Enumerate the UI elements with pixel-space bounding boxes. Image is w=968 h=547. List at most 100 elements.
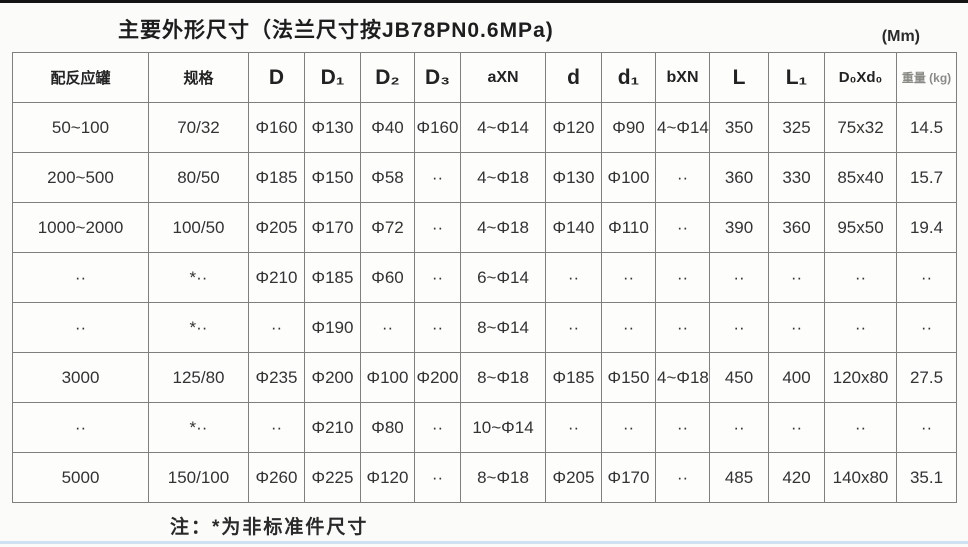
table-cell: ··: [414, 252, 461, 303]
table-cell: Φ58: [360, 152, 415, 203]
table-cell: 350: [709, 102, 769, 153]
table-cell: 360: [768, 202, 825, 253]
table-cell: Φ210: [304, 402, 361, 453]
unit-label: (Mm): [881, 28, 920, 45]
header-cell: D: [248, 52, 305, 103]
table-row: ·· *·· Φ210 Φ185 Φ60 ·· 6~Φ14 ·· ·· ·· ·· ·· ·· ··: [12, 252, 957, 303]
table-row: 50~100 70/32 Φ160 Φ130 Φ40 Φ160 4~Φ14 Φ120 Φ90 4~…: [12, 102, 957, 153]
table-cell: 4~Φ18: [460, 202, 546, 253]
table-cell: ··: [709, 402, 769, 453]
header-row: 配反应罐 规格 D D₁ D₂ D₃ aXN d d₁ bXN L L₁ D₀Xd₀ 重量 (kg): [12, 52, 957, 103]
table-cell: 100/50: [148, 202, 249, 253]
header-cell: 重量 (kg): [896, 52, 957, 103]
table-cell: 10~Φ14: [460, 402, 546, 453]
table-cell: 50~100: [12, 102, 149, 153]
table-cell: 75x32: [824, 102, 897, 153]
table-cell: Φ100: [601, 152, 656, 203]
header-cell: L₁: [768, 52, 825, 103]
table-cell: ··: [896, 402, 957, 453]
table-cell: Φ150: [601, 352, 656, 403]
header-cell: D₃: [414, 52, 461, 103]
table-cell: 4~Φ14: [655, 102, 710, 153]
table-cell: Φ190: [304, 302, 361, 353]
table-cell: 1000~2000: [12, 202, 149, 253]
table-cell: 27.5: [896, 352, 957, 403]
table-cell: 80/50: [148, 152, 249, 203]
table-cell: Φ170: [304, 202, 361, 253]
table-cell: ··: [655, 202, 710, 253]
table-cell: Φ90: [601, 102, 656, 153]
table-cell: ··: [360, 302, 415, 353]
table-cell: ··: [414, 152, 461, 203]
table-cell: Φ72: [360, 202, 415, 253]
table-cell: ··: [12, 302, 149, 353]
table-cell: Φ160: [414, 102, 461, 153]
table-cell: ··: [768, 252, 825, 303]
dimension-table: 配反应罐 规格 D D₁ D₂ D₃ aXN d d₁ bXN L L₁ D₀Xd₀ 重量 (kg) 50…: [12, 52, 957, 503]
table-cell: Φ130: [304, 102, 361, 153]
table-cell: ··: [601, 302, 656, 353]
table-row: 1000~2000 100/50 Φ205 Φ170 Φ72 ·· 4~Φ18 Φ140 Φ11…: [12, 202, 957, 253]
page-title: 主要外形尺寸（法兰尺寸按JB78PN0.6MPa): [118, 19, 554, 42]
table-cell: ··: [414, 302, 461, 353]
table-cell: 19.4: [896, 202, 957, 253]
top-scan-artifact: [0, 0, 968, 3]
table-cell: Φ40: [360, 102, 415, 153]
table-cell: ··: [655, 452, 710, 503]
table-cell: ··: [601, 402, 656, 453]
table-cell: 3000: [12, 352, 149, 403]
table-row: 200~500 80/50 Φ185 Φ150 Φ58 ·· 4~Φ18 Φ130 Φ100 ··…: [12, 152, 957, 203]
header-cell: L: [709, 52, 769, 103]
table-cell: Φ205: [248, 202, 305, 253]
table-cell: ··: [655, 402, 710, 453]
table-cell: *··: [148, 302, 249, 353]
table-cell: 15.7: [896, 152, 957, 203]
table-cell: ··: [896, 302, 957, 353]
table-cell: ··: [709, 252, 769, 303]
table-cell: Φ170: [601, 452, 656, 503]
table-cell: Φ100: [360, 352, 415, 403]
table-cell: 120x80: [824, 352, 897, 403]
bottom-scan-artifact: [0, 541, 968, 544]
table-cell: 485: [709, 452, 769, 503]
table-cell: 85x40: [824, 152, 897, 203]
table-cell: 5000: [12, 452, 149, 503]
table-cell: Φ185: [545, 352, 602, 403]
table-row: 5000 150/100 Φ260 Φ225 Φ120 ·· 8~Φ18 Φ205 Φ170 ··…: [12, 452, 957, 503]
table-cell: ··: [545, 402, 602, 453]
table-cell: 70/32: [148, 102, 249, 153]
table-cell: Φ120: [545, 102, 602, 153]
table-row: 3000 125/80 Φ235 Φ200 Φ100 Φ200 8~Φ18 Φ185 Φ150 4…: [12, 352, 957, 403]
table-cell: Φ210: [248, 252, 305, 303]
table-cell: ··: [248, 302, 305, 353]
header-cell: bXN: [655, 52, 710, 103]
table-cell: ··: [12, 252, 149, 303]
header-cell: D₀Xd₀: [824, 52, 897, 103]
table-cell: Φ140: [545, 202, 602, 253]
table-cell: *··: [148, 402, 249, 453]
table-cell: Φ120: [360, 452, 415, 503]
table-cell: ··: [824, 302, 897, 353]
table-cell: 360: [709, 152, 769, 203]
table-cell: Φ235: [248, 352, 305, 403]
table-cell: ··: [824, 402, 897, 453]
table-cell: ··: [709, 302, 769, 353]
table-cell: ··: [601, 252, 656, 303]
header-cell: d₁: [601, 52, 656, 103]
table-cell: Φ185: [304, 252, 361, 303]
title-bar: 主要外形尺寸（法兰尺寸按JB78PN0.6MPa) (Mm): [0, 0, 968, 50]
table-cell: Φ200: [304, 352, 361, 403]
table-cell: ··: [545, 302, 602, 353]
table-head: 配反应罐 规格 D D₁ D₂ D₃ aXN d d₁ bXN L L₁ D₀Xd₀ 重量 (kg): [12, 52, 957, 103]
table-cell: Φ260: [248, 452, 305, 503]
table-cell: 390: [709, 202, 769, 253]
table-cell: Φ130: [545, 152, 602, 203]
table-cell: 6~Φ14: [460, 252, 546, 303]
table-cell: 450: [709, 352, 769, 403]
table-cell: 8~Φ18: [460, 352, 546, 403]
table-cell: 125/80: [148, 352, 249, 403]
header-cell: D₁: [304, 52, 361, 103]
table-cell: ··: [655, 302, 710, 353]
table-cell: ··: [896, 252, 957, 303]
table-cell: 8~Φ18: [460, 452, 546, 503]
